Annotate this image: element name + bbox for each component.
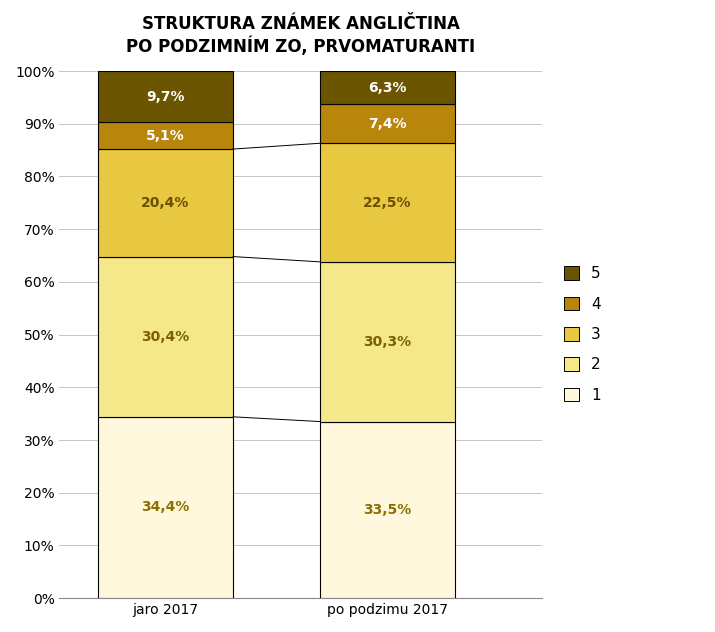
- Legend: 5, 4, 3, 2, 1: 5, 4, 3, 2, 1: [559, 262, 606, 408]
- Bar: [320, 422, 455, 598]
- Text: 30,4%: 30,4%: [142, 330, 189, 344]
- Bar: [320, 104, 455, 143]
- Bar: [320, 143, 455, 262]
- Text: 20,4%: 20,4%: [142, 196, 189, 210]
- Text: 7,4%: 7,4%: [368, 117, 407, 131]
- Text: 5,1%: 5,1%: [146, 129, 185, 143]
- Bar: [320, 71, 455, 104]
- Text: 6,3%: 6,3%: [368, 81, 407, 95]
- Text: 33,5%: 33,5%: [363, 503, 412, 517]
- Bar: [98, 122, 233, 149]
- Bar: [98, 71, 233, 122]
- Bar: [98, 257, 233, 417]
- Text: 22,5%: 22,5%: [363, 195, 412, 210]
- Bar: [98, 417, 233, 598]
- Bar: [320, 262, 455, 422]
- Title: STRUKTURA ZNÁMEK ANGLIČTINA
PO PODZIMNÍM ZO, PRVOMATURANTI: STRUKTURA ZNÁMEK ANGLIČTINA PO PODZIMNÍM…: [126, 15, 475, 56]
- Text: 30,3%: 30,3%: [363, 335, 412, 349]
- Text: 9,7%: 9,7%: [147, 90, 184, 104]
- Text: 34,4%: 34,4%: [142, 501, 189, 514]
- Bar: [98, 149, 233, 257]
